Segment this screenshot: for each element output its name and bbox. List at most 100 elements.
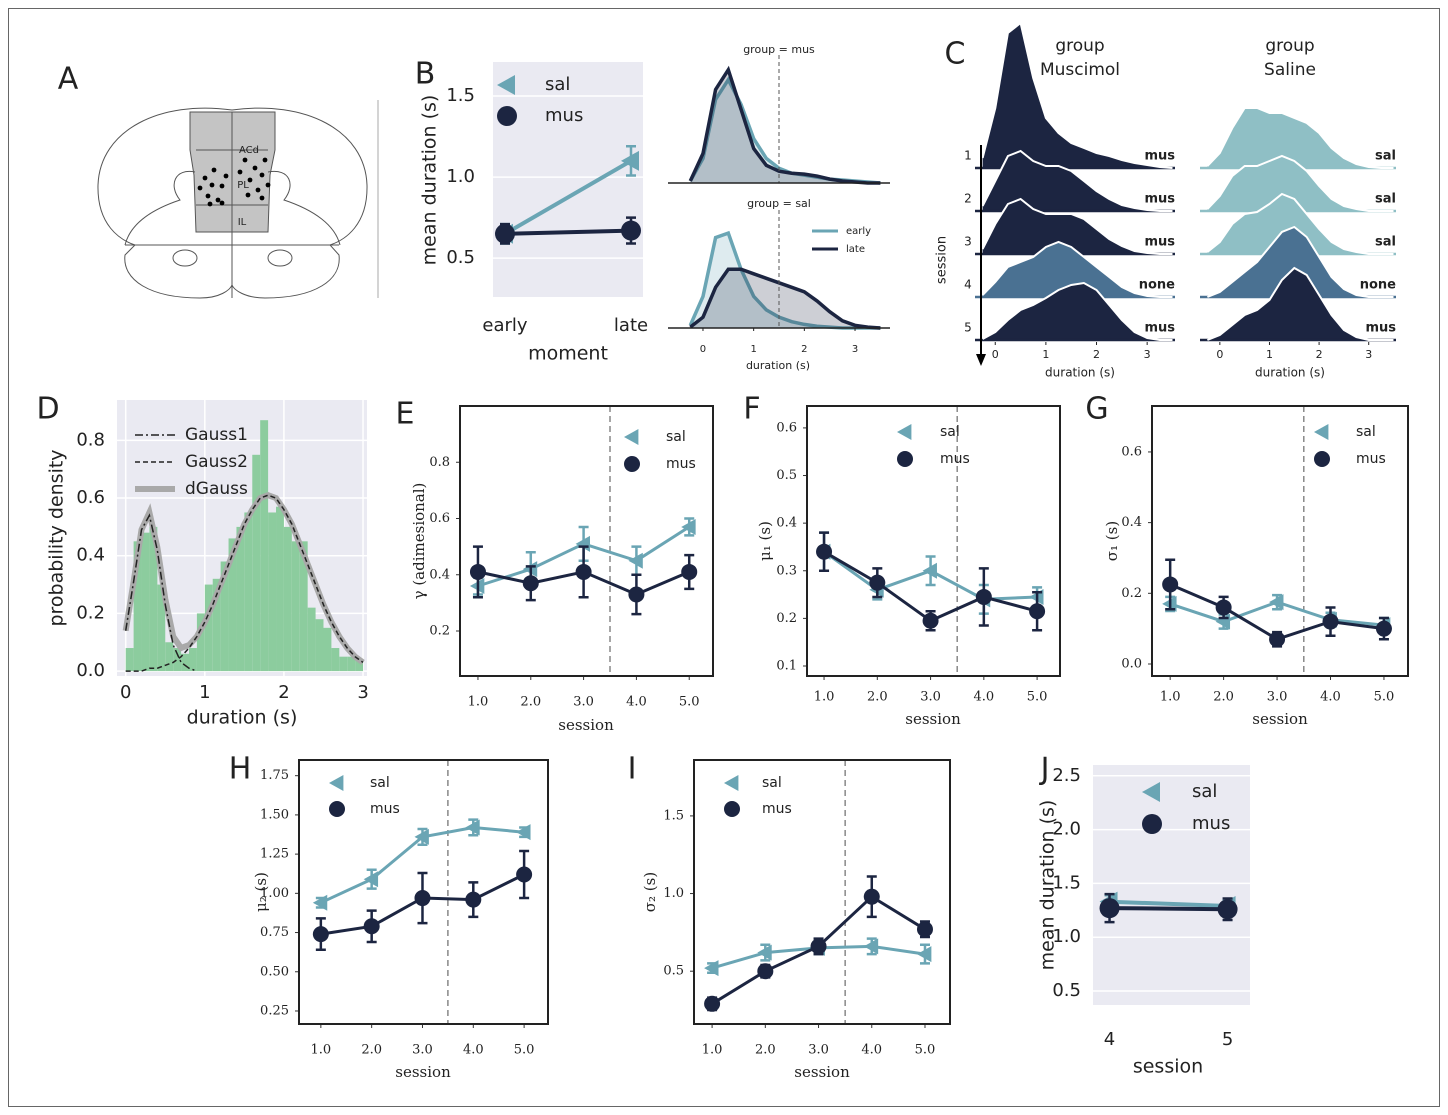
y-tick-label: 0.2	[776, 611, 797, 626]
legend-label: mus	[762, 801, 792, 817]
legend-marker	[724, 775, 739, 791]
x-axis-label: duration (s)	[1255, 366, 1325, 380]
ridge-fill	[975, 151, 1175, 211]
marker	[916, 946, 932, 963]
series-line	[1109, 899, 1228, 908]
ridge-fill	[975, 242, 1175, 297]
histogram-bar	[173, 648, 182, 672]
marker	[469, 563, 486, 580]
x-tick-label: 5	[1222, 1029, 1233, 1050]
marker	[863, 938, 879, 955]
legend-label: mus	[370, 801, 400, 817]
ridge-fill	[1200, 268, 1396, 340]
histogram-bar	[339, 656, 348, 672]
legend-marker	[497, 75, 515, 95]
y-tick-label: 2.5	[1052, 765, 1081, 786]
marker	[1215, 599, 1232, 616]
legend-marker	[1314, 424, 1329, 440]
y-tick-label: 0.2	[76, 602, 105, 623]
ridge-fill	[1200, 194, 1396, 254]
session-label: 2	[964, 192, 972, 206]
histogram-bar	[299, 541, 308, 672]
x-tick-label: 3.0	[920, 690, 941, 705]
legend-marker	[897, 424, 912, 440]
legend-label: sal	[545, 74, 570, 95]
y-tick-label: 1.0	[663, 886, 684, 901]
panel-label: B	[415, 57, 436, 92]
y-tick-label: 0.6	[1121, 444, 1142, 459]
x-tick-label: 4.0	[1320, 690, 1341, 705]
area-fill	[690, 233, 881, 328]
legend-label: sal	[1356, 424, 1376, 440]
legend-marker	[624, 429, 639, 445]
panel-title: Saline	[1264, 60, 1316, 80]
y-axis-label: μ₁ (s)	[756, 521, 774, 561]
marker	[869, 574, 886, 591]
panel-label: E	[396, 397, 415, 432]
y-axis-label: session	[935, 236, 950, 284]
marker	[312, 926, 329, 943]
histogram-bar	[157, 584, 166, 672]
marker	[681, 563, 698, 580]
x-tick-label: 3.0	[808, 1043, 829, 1058]
histogram-bar	[236, 526, 245, 672]
x-tick-label: 3	[357, 682, 368, 703]
x-axis-label: session	[395, 1063, 451, 1081]
legend-label: mus	[1356, 451, 1386, 467]
marker	[363, 871, 379, 888]
x-tick-label: 2.0	[361, 1043, 382, 1058]
y-tick-label: 0.6	[76, 487, 105, 508]
ridge-outline	[982, 281, 1173, 341]
plot-background	[493, 62, 643, 297]
ridge-outline	[981, 197, 1173, 255]
marker	[414, 890, 431, 907]
marker	[757, 963, 774, 980]
x-tick-label: 4.0	[626, 695, 647, 710]
histogram-bar	[291, 541, 300, 672]
panel-label: D	[36, 392, 59, 427]
y-axis-label: probability density	[46, 449, 68, 626]
legend-label: mus	[666, 456, 696, 472]
marker	[621, 220, 641, 241]
legend-label: sal	[1192, 781, 1217, 802]
y-tick-label: 1.0	[446, 166, 475, 187]
x-tick-label: 0	[1216, 348, 1223, 361]
panel-label: A	[58, 62, 79, 97]
x-tick-label: 4.0	[861, 1043, 882, 1058]
panel-label: I	[628, 752, 637, 787]
marker	[621, 150, 639, 171]
y-tick-label: 0.4	[776, 516, 797, 531]
injection-sites	[197, 157, 271, 207]
marker	[522, 575, 539, 592]
x-tick-label: 3	[1144, 348, 1151, 361]
arrow-head	[976, 354, 986, 366]
series-line	[1109, 906, 1228, 912]
y-tick-label: 0.3	[776, 563, 797, 578]
marker	[1269, 594, 1284, 611]
legend-marker	[724, 801, 740, 817]
y-tick-label: 0.4	[76, 545, 105, 566]
marker	[1162, 576, 1179, 593]
ridge-outline	[981, 149, 1173, 212]
region-label: ACd	[239, 145, 259, 156]
x-tick-label: 4.0	[463, 1043, 484, 1058]
x-tick-label: 0	[700, 344, 706, 355]
histogram-bar	[331, 648, 340, 672]
ridge-fill	[975, 23, 1175, 168]
x-tick-label: 3	[852, 344, 858, 355]
x-tick-label: 3	[1365, 348, 1372, 361]
legend-label: sal	[762, 775, 782, 791]
y-axis-label: γ (adimesional)	[410, 483, 428, 600]
histogram-bar	[276, 506, 284, 672]
y-tick-label: 2.0	[1052, 819, 1081, 840]
ridge-outline	[1207, 225, 1394, 298]
histogram-bar	[355, 659, 364, 672]
x-tick-label: 5.0	[514, 1043, 535, 1058]
y-tick-label: 0.50	[260, 964, 289, 979]
marker	[704, 960, 719, 977]
histogram-bar	[165, 642, 174, 672]
x-axis-label: session	[905, 710, 961, 728]
marker	[465, 891, 482, 908]
y-axis-label: mean duration (s)	[419, 95, 441, 266]
